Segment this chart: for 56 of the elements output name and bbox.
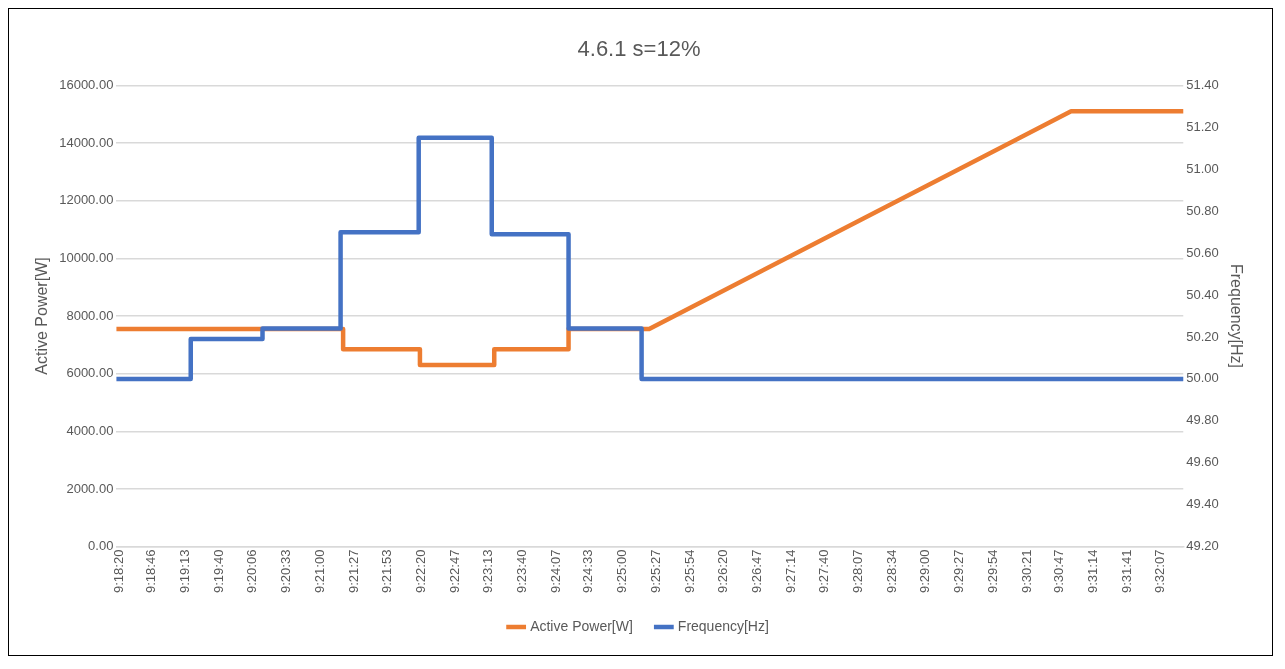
legend-label: Active Power[W] — [530, 617, 633, 634]
x-tick-label: 9:30:47 — [1051, 549, 1067, 593]
y-axis-title: Active Power[W] — [33, 257, 51, 375]
x-tick-label: 9:31:14 — [1085, 549, 1101, 593]
x-tick-label: 9:29:00 — [916, 549, 932, 593]
x-tick-label: 9:23:40 — [513, 549, 529, 593]
x-tick-label: 9:21:53 — [378, 549, 394, 593]
x-tick-label: 9:29:54 — [984, 549, 1000, 593]
y2-tick-label: 49.80 — [1186, 412, 1219, 428]
y-tick-label: 10000.00 — [59, 249, 114, 265]
x-tick-label: 9:24:07 — [547, 549, 563, 593]
y2-tick-label: 50.00 — [1186, 370, 1219, 386]
y2-tick-label: 50.20 — [1186, 328, 1219, 344]
x-tick-label: 9:26:20 — [715, 549, 731, 593]
y-tick-label: 16000.00 — [59, 76, 114, 92]
y2-tick-label: 51.40 — [1186, 76, 1219, 92]
x-tick-label: 9:21:27 — [346, 549, 362, 593]
y2-tick-label: 51.20 — [1186, 118, 1219, 134]
y-tick-label: 12000.00 — [59, 192, 114, 208]
y2-tick-label: 49.40 — [1186, 496, 1219, 512]
x-tick-label: 9:27:14 — [783, 549, 799, 593]
x-tick-label: 9:20:06 — [244, 549, 260, 593]
y2-tick-label: 50.80 — [1186, 202, 1219, 218]
x-tick-label: 9:22:20 — [412, 549, 428, 593]
x-tick-label: 9:29:27 — [950, 549, 966, 593]
y-tick-label: 4000.00 — [66, 422, 114, 438]
legend-label: Frequency[Hz] — [677, 617, 769, 634]
x-tick-label: 9:25:00 — [614, 549, 630, 593]
x-tick-label: 9:18:46 — [143, 549, 159, 593]
y-tick-label: 2000.00 — [66, 480, 114, 496]
x-tick-label: 9:21:00 — [312, 549, 328, 593]
y-tick-label: 6000.00 — [66, 365, 114, 381]
x-tick-label: 9:22:47 — [446, 549, 462, 593]
x-tick-label: 9:32:07 — [1152, 549, 1168, 593]
y2-tick-label: 50.40 — [1186, 286, 1219, 302]
x-tick-label: 9:31:41 — [1119, 549, 1135, 593]
x-tick-label: 9:19:40 — [211, 549, 227, 593]
x-tick-label: 9:24:33 — [580, 549, 596, 593]
x-tick-label: 9:25:54 — [682, 549, 698, 593]
y-tick-label: 8000.00 — [66, 307, 114, 323]
y2-tick-label: 51.00 — [1186, 160, 1219, 176]
x-tick-label: 9:27:40 — [815, 549, 831, 593]
y2-axis-title: Frequency[Hz] — [1227, 263, 1245, 369]
x-tick-label: 9:23:13 — [479, 549, 495, 593]
x-tick-label: 9:19:13 — [177, 549, 193, 593]
chart-title: 4.6.1 s=12% — [577, 36, 701, 62]
x-tick-label: 9:30:21 — [1018, 549, 1034, 593]
x-tick-label: 9:26:47 — [749, 549, 765, 593]
x-tick-label: 9:25:27 — [648, 549, 664, 593]
x-tick-label: 9:20:33 — [278, 549, 294, 593]
y2-tick-label: 50.60 — [1186, 244, 1219, 260]
x-tick-label: 9:28:07 — [849, 549, 865, 593]
y-tick-label: 14000.00 — [59, 134, 114, 150]
x-tick-label: 9:28:34 — [883, 549, 899, 593]
y2-tick-label: 49.60 — [1186, 454, 1219, 470]
y2-tick-label: 49.20 — [1186, 538, 1219, 554]
